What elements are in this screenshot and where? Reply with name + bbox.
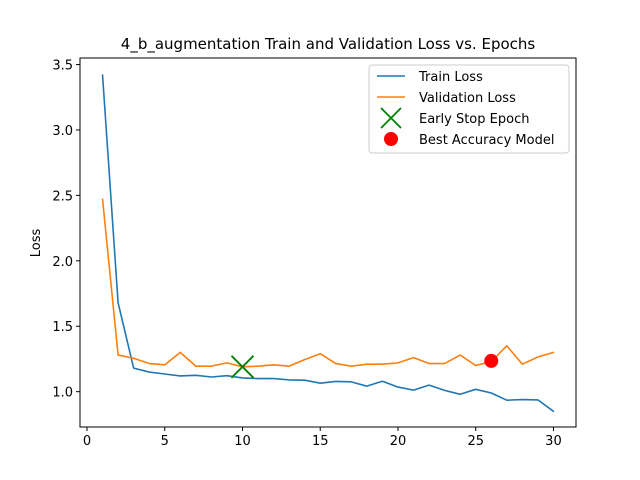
legend-label: Early Stop Epoch [419,112,529,127]
y-tick-label: 3.5 [52,59,73,74]
x-tick-label: 15 [312,434,329,449]
legend-box [368,64,570,154]
legend-item-early-stop-epoch: Early Stop Epoch [380,107,529,129]
y-tick-label: 1.5 [52,320,73,335]
legend-swatch [384,132,398,146]
x-tick-label: 10 [234,434,251,449]
chart-title: 4_b_augmentation Train and Validation Lo… [121,35,536,54]
y-axis: 1.0 1.5 2.0 2.5 3.0 3.5 [52,59,80,401]
x-tick-label: 20 [390,434,407,449]
legend-item-train-loss: Train Loss [377,70,483,85]
legend-item-best-accuracy-model: Best Accuracy Model [384,132,554,148]
best-accuracy-model-marker [484,353,499,368]
legend-label: Best Accuracy Model [419,133,554,148]
x-tick-label: 30 [545,434,562,449]
legend-swatch [380,107,402,129]
train-loss-line [101,74,555,413]
legend-item-validation-loss: Validation Loss [377,91,516,106]
y-axis-label: Loss [29,229,44,258]
y-tick-label: 3.0 [52,124,73,139]
legend: Train Loss Validation Loss Early Stop Epoc… [368,64,570,154]
x-tick-label: 25 [467,434,484,449]
y-tick-label: 2.0 [52,255,73,270]
validation-loss-line [101,198,555,368]
x-axis: 0 5 10 15 20 25 30 [83,427,562,449]
y-tick-label: 1.0 [52,386,73,401]
x-tick-label: 5 [161,434,169,449]
y-tick-label: 2.5 [52,189,73,204]
x-tick-label: 0 [83,434,91,449]
plot-frame [79,57,577,428]
early-stop-epoch-marker [230,355,255,379]
legend-label: Train Loss [418,70,483,85]
legend-label: Validation Loss [419,91,516,106]
